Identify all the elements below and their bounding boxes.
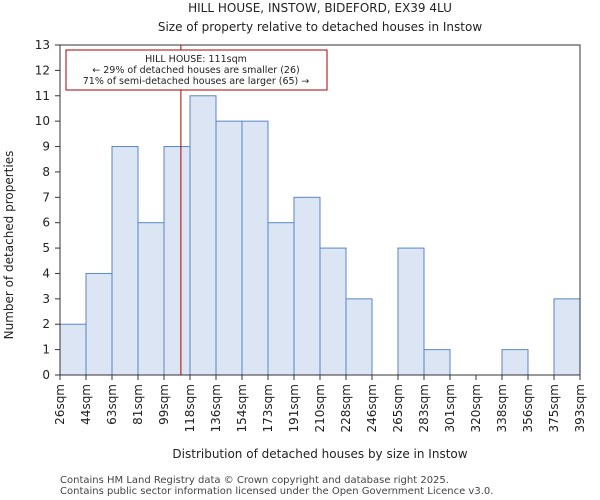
annotation-box: HILL HOUSE: 111sqm ← 29% of detached hou… [65,49,328,91]
x-tick-label: 44sqm [79,384,93,425]
y-tick-label: 12 [35,63,50,77]
bar-81sqm [137,222,165,376]
bar-63sqm [111,146,139,376]
annotation-frame [65,49,328,91]
bar-283sqm [423,349,451,376]
bar-154sqm [241,120,269,376]
x-tick-label: 375sqm [547,384,561,432]
x-tick-label: 246sqm [365,384,379,432]
y-tick-label: 8 [42,165,50,179]
bar-26sqm [59,323,87,376]
x-tick-label: 63sqm [105,384,119,425]
y-tick-label: 3 [42,292,50,306]
y-tick-label: 6 [42,216,50,230]
y-tick-label: 2 [42,317,50,331]
bar-191sqm [293,196,321,376]
y-tick-label: 7 [42,190,50,204]
x-tick-label: 191sqm [287,384,301,432]
x-tick-label: 118sqm [183,384,197,432]
bar-338sqm [501,349,529,376]
annotation-title: HILL HOUSE: 111sqm [145,54,247,65]
bar-99sqm [163,146,191,376]
bar-210sqm [319,247,347,376]
y-tick-label: 1 [42,343,50,357]
bar-173sqm [267,222,295,376]
bar-265sqm [397,247,425,376]
plot-frame [59,44,581,376]
y-tick-label: 10 [35,114,50,128]
x-tick-label: 301sqm [443,384,457,432]
x-tick-label: 173sqm [261,384,275,432]
bar-136sqm [215,120,243,376]
bars [59,95,581,376]
bar-118sqm [189,95,217,376]
x-tick-label: 265sqm [391,384,405,432]
x-ticks: 26sqm 44sqm 63sqm 81sqm 99sqm 118sqm 136sqm 154… [53,375,587,432]
bar-44sqm [85,272,113,376]
bar-375sqm [553,298,581,376]
y-tick-label: 0 [42,368,50,382]
footer-line-1: Contains HM Land Registry data © Crown c… [60,475,449,486]
y-tick-label: 5 [42,241,50,255]
y-tick-label: 9 [42,140,50,154]
x-tick-label: 154sqm [235,384,249,432]
chart-subtitle: Size of property relative to detached ho… [158,20,482,34]
y-tick-label: 11 [35,89,50,103]
x-axis-label: Distribution of detached houses by size … [172,447,467,461]
x-tick-label: 393sqm [573,384,587,432]
annotation-smaller: ← 29% of detached houses are smaller (26… [92,65,299,76]
x-tick-label: 210sqm [313,384,327,432]
x-tick-label: 356sqm [521,384,535,432]
footer-line-2: Contains public sector information licen… [60,486,493,497]
x-tick-label: 228sqm [339,384,353,432]
x-tick-label: 283sqm [417,384,431,432]
x-tick-label: 320sqm [469,384,483,432]
annotation-larger: 71% of semi-detached houses are larger (… [83,76,310,87]
y-axis-label: Number of detached properties [2,151,16,340]
x-tick-label: 26sqm [53,384,67,425]
y-tick-label: 13 [35,38,50,52]
x-tick-label: 136sqm [209,384,223,432]
y-tick-label: 4 [42,266,50,280]
chart-title: HILL HOUSE, INSTOW, BIDEFORD, EX39 4LU [188,1,452,15]
x-tick-label: 81sqm [131,384,145,425]
x-tick-label: 338sqm [495,384,509,432]
x-tick-label: 99sqm [157,384,171,425]
bar-228sqm [345,298,373,376]
